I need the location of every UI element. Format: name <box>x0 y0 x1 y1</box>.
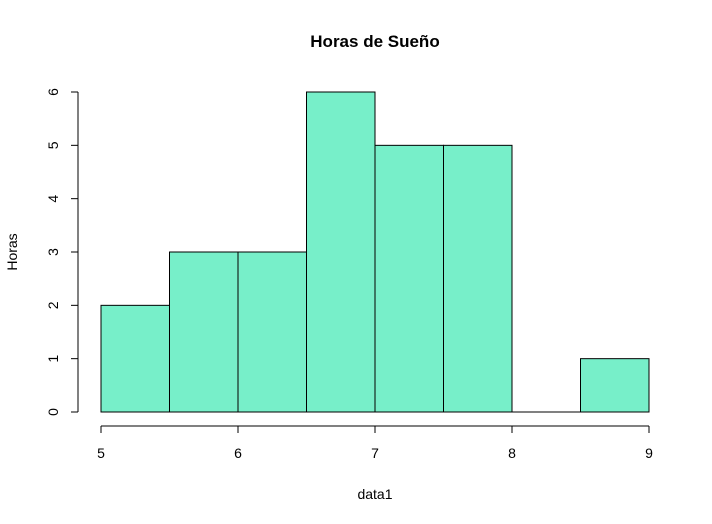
y-tick-label-0: 0 <box>45 408 61 416</box>
y-tick-label-2: 2 <box>45 301 61 309</box>
x-tick-label-0: 5 <box>97 445 105 461</box>
chart-title: Horas de Sueño <box>310 32 439 51</box>
histogram-bar-5 <box>443 144 513 413</box>
y-tick-label-3: 3 <box>45 248 61 256</box>
x-tick-label-1: 6 <box>234 445 242 461</box>
histogram-bar-3 <box>306 91 376 413</box>
histogram-bar-4 <box>374 144 444 413</box>
y-axis: 0 1 2 3 4 5 6 <box>45 88 79 416</box>
x-tick-label-4: 9 <box>645 445 653 461</box>
histogram-bar-1 <box>169 251 239 413</box>
x-axis-label: data1 <box>357 486 392 502</box>
y-tick-label-5: 5 <box>45 141 61 149</box>
histogram-bar-0 <box>100 304 170 413</box>
y-tick-label-6: 6 <box>45 88 61 96</box>
y-axis-label: Horas <box>4 233 20 270</box>
histogram-bar-7 <box>580 358 650 413</box>
bars-group <box>100 91 650 413</box>
x-tick-label-2: 7 <box>371 445 379 461</box>
histogram-bar-2 <box>237 251 307 413</box>
y-tick-label-4: 4 <box>45 195 61 203</box>
x-tick-label-3: 8 <box>508 445 516 461</box>
y-tick-label-1: 1 <box>45 355 61 363</box>
x-axis: 5 6 7 8 9 <box>97 425 653 461</box>
